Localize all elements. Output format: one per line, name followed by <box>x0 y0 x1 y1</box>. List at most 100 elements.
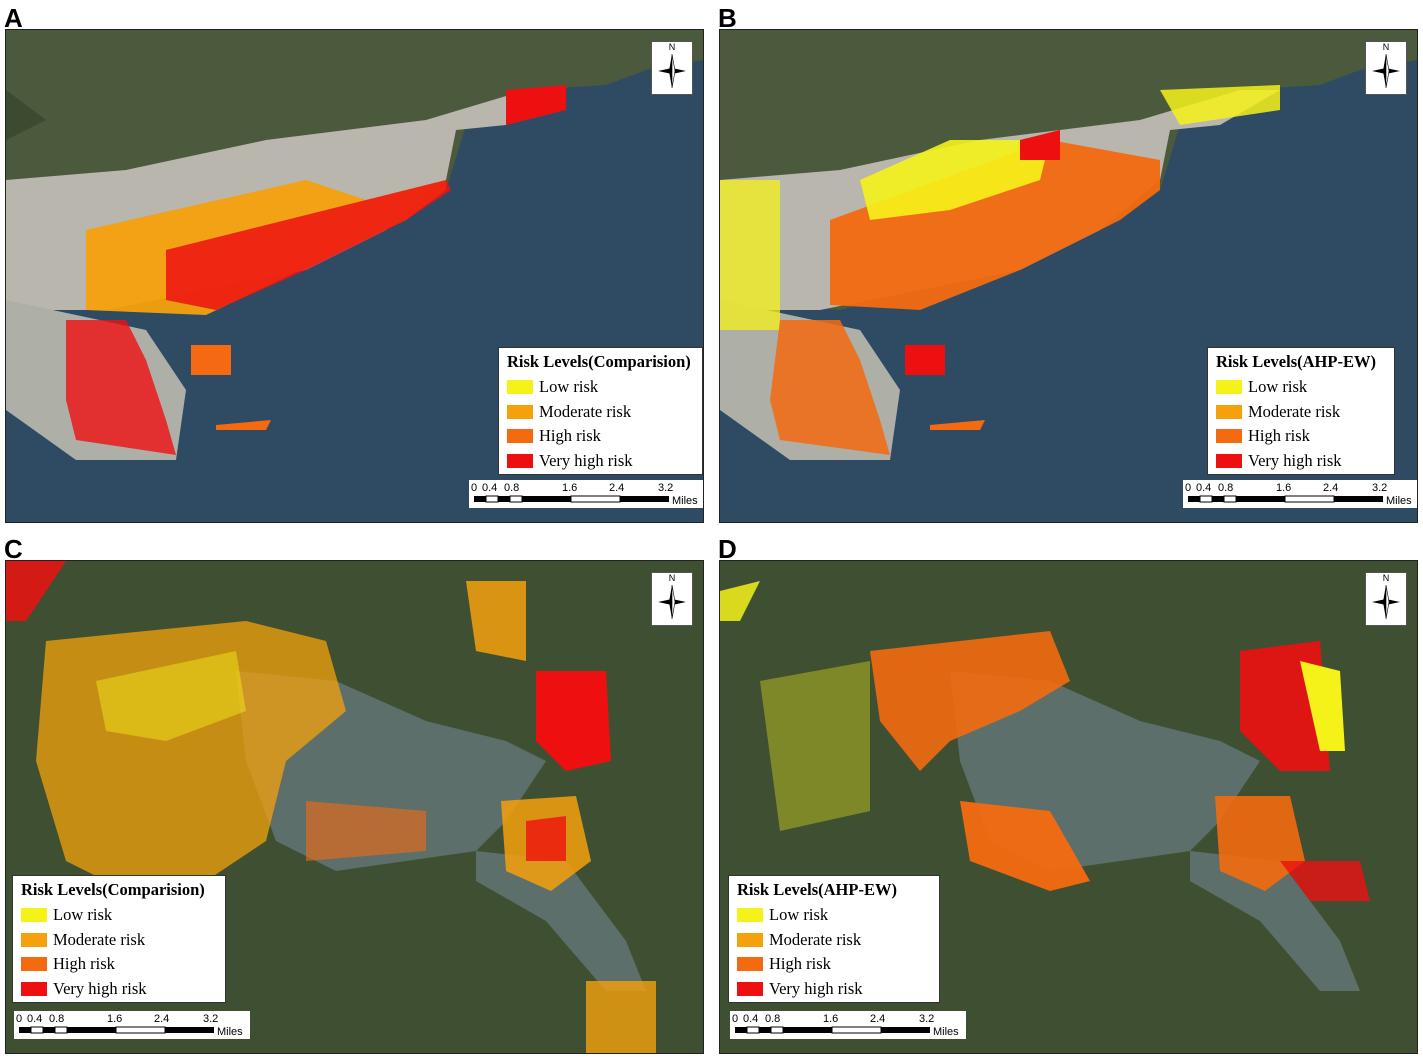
swatch-moderate <box>21 932 47 947</box>
scale-tick: 1.6 <box>562 482 577 494</box>
legend-item-very-high: Very high risk <box>737 977 931 1002</box>
north-arrow-icon: N <box>1365 572 1407 626</box>
legend-label: Moderate risk <box>1248 401 1341 421</box>
swatch-high <box>737 957 763 972</box>
scale-tick: 0 <box>471 482 477 494</box>
legend-label: Moderate risk <box>53 929 146 949</box>
legend-label: Low risk <box>539 377 599 397</box>
legend-item-high: High risk <box>21 952 217 977</box>
legend-item-moderate: Moderate risk <box>507 400 694 425</box>
legend-c: Risk Levels(Comparision) Low risk Modera… <box>12 875 226 1003</box>
scale-unit: Miles <box>217 1026 243 1038</box>
satellite-map-a <box>6 30 703 522</box>
scale-tick: 1.6 <box>107 1013 122 1025</box>
map-panel-b: N Risk Levels(AHP-EW) Low risk Moderate … <box>719 29 1418 523</box>
scale-unit: Miles <box>1386 495 1412 507</box>
legend-a: Risk Levels(Comparision) Low risk Modera… <box>498 347 703 475</box>
legend-item-moderate: Moderate risk <box>21 928 217 953</box>
legend-label: Low risk <box>53 905 113 925</box>
legend-item-low: Low risk <box>21 903 217 928</box>
scale-tick: 3.2 <box>203 1013 218 1025</box>
scale-tick: 0.4 <box>27 1013 42 1025</box>
panel-letter-d: D <box>718 534 737 564</box>
map-panel-d: N Risk Levels(AHP-EW) Low risk Moderate … <box>719 560 1418 1054</box>
scale-unit: Miles <box>672 495 698 507</box>
legend-item-moderate: Moderate risk <box>737 928 931 953</box>
swatch-low <box>507 380 533 395</box>
scale-tick: 0.4 <box>1196 482 1211 494</box>
scale-tick: 1.6 <box>823 1013 838 1025</box>
scale-tick: 3.2 <box>1372 482 1387 494</box>
swatch-very-high <box>21 981 47 996</box>
scale-tick: 0 <box>1185 482 1191 494</box>
legend-label: Very high risk <box>1248 450 1342 470</box>
swatch-high <box>1216 429 1242 444</box>
swatch-low <box>21 908 47 923</box>
north-label: N <box>1382 42 1390 52</box>
scale-tick: 0 <box>16 1013 22 1025</box>
scale-bar-a: 0 0.4 0.8 1.6 2.4 3.2 Miles <box>469 480 703 508</box>
map-panel-c: N Risk Levels(Comparision) Low risk Mode… <box>5 560 704 1054</box>
north-arrow-icon: N <box>651 572 693 626</box>
scale-tick: 0.8 <box>1218 482 1233 494</box>
swatch-low <box>1216 380 1242 395</box>
legend-title: Risk Levels(Comparision) <box>507 352 691 371</box>
swatch-moderate <box>737 932 763 947</box>
legend-d: Risk Levels(AHP-EW) Low risk Moderate ri… <box>728 875 940 1003</box>
legend-item-high: High risk <box>737 952 931 977</box>
north-label: N <box>668 573 676 583</box>
legend-label: High risk <box>539 426 601 446</box>
scale-tick: 3.2 <box>658 482 673 494</box>
panel-letter-a: A <box>4 3 23 33</box>
legend-label: Low risk <box>1248 377 1308 397</box>
north-label: N <box>668 42 676 52</box>
legend-title: Risk Levels(AHP-EW) <box>1216 352 1376 371</box>
legend-item-high: High risk <box>507 424 694 449</box>
legend-item-low: Low risk <box>507 375 694 400</box>
scale-tick: 2.4 <box>870 1013 885 1025</box>
swatch-high <box>507 429 533 444</box>
legend-label: Very high risk <box>53 978 147 998</box>
legend-item-moderate: Moderate risk <box>1216 400 1386 425</box>
legend-title: Risk Levels(AHP-EW) <box>737 880 897 899</box>
legend-item-low: Low risk <box>1216 375 1386 400</box>
scale-tick: 0.4 <box>482 482 497 494</box>
scale-tick: 2.4 <box>154 1013 169 1025</box>
panel-letter-c: C <box>4 534 23 564</box>
scale-tick: 0.8 <box>49 1013 64 1025</box>
legend-b: Risk Levels(AHP-EW) Low risk Moderate ri… <box>1207 347 1395 475</box>
legend-label: High risk <box>769 954 831 974</box>
legend-item-high: High risk <box>1216 424 1386 449</box>
scale-tick: 3.2 <box>919 1013 934 1025</box>
swatch-very-high <box>737 981 763 996</box>
swatch-very-high <box>507 453 533 468</box>
north-arrow-icon: N <box>1365 41 1407 95</box>
legend-label: Moderate risk <box>769 929 862 949</box>
legend-item-low: Low risk <box>737 903 931 928</box>
swatch-very-high <box>1216 453 1242 468</box>
north-label: N <box>1382 573 1390 583</box>
scale-tick: 2.4 <box>609 482 624 494</box>
map-panel-a: N Risk Levels(Comparision) Low risk Mode… <box>5 29 704 523</box>
swatch-moderate <box>507 404 533 419</box>
scale-bar-c: 0 0.4 0.8 1.6 2.4 3.2 Miles <box>14 1011 250 1039</box>
scale-tick: 0.8 <box>765 1013 780 1025</box>
legend-title: Risk Levels(Comparision) <box>21 880 205 899</box>
panel-letter-b: B <box>718 3 737 33</box>
legend-label: Moderate risk <box>539 401 632 421</box>
scale-tick: 2.4 <box>1323 482 1338 494</box>
swatch-moderate <box>1216 404 1242 419</box>
legend-label: High risk <box>1248 426 1310 446</box>
legend-item-very-high: Very high risk <box>1216 449 1386 474</box>
swatch-high <box>21 957 47 972</box>
scale-tick: 0 <box>732 1013 738 1025</box>
scale-bar-d: 0 0.4 0.8 1.6 2.4 3.2 Miles <box>730 1011 966 1039</box>
scale-bar-b: 0 0.4 0.8 1.6 2.4 3.2 Miles <box>1183 480 1417 508</box>
scale-tick: 0.8 <box>504 482 519 494</box>
scale-unit: Miles <box>933 1026 959 1038</box>
legend-label: Very high risk <box>539 450 633 470</box>
legend-label: High risk <box>53 954 115 974</box>
legend-item-very-high: Very high risk <box>21 977 217 1002</box>
legend-label: Very high risk <box>769 978 863 998</box>
legend-item-very-high: Very high risk <box>507 449 694 474</box>
